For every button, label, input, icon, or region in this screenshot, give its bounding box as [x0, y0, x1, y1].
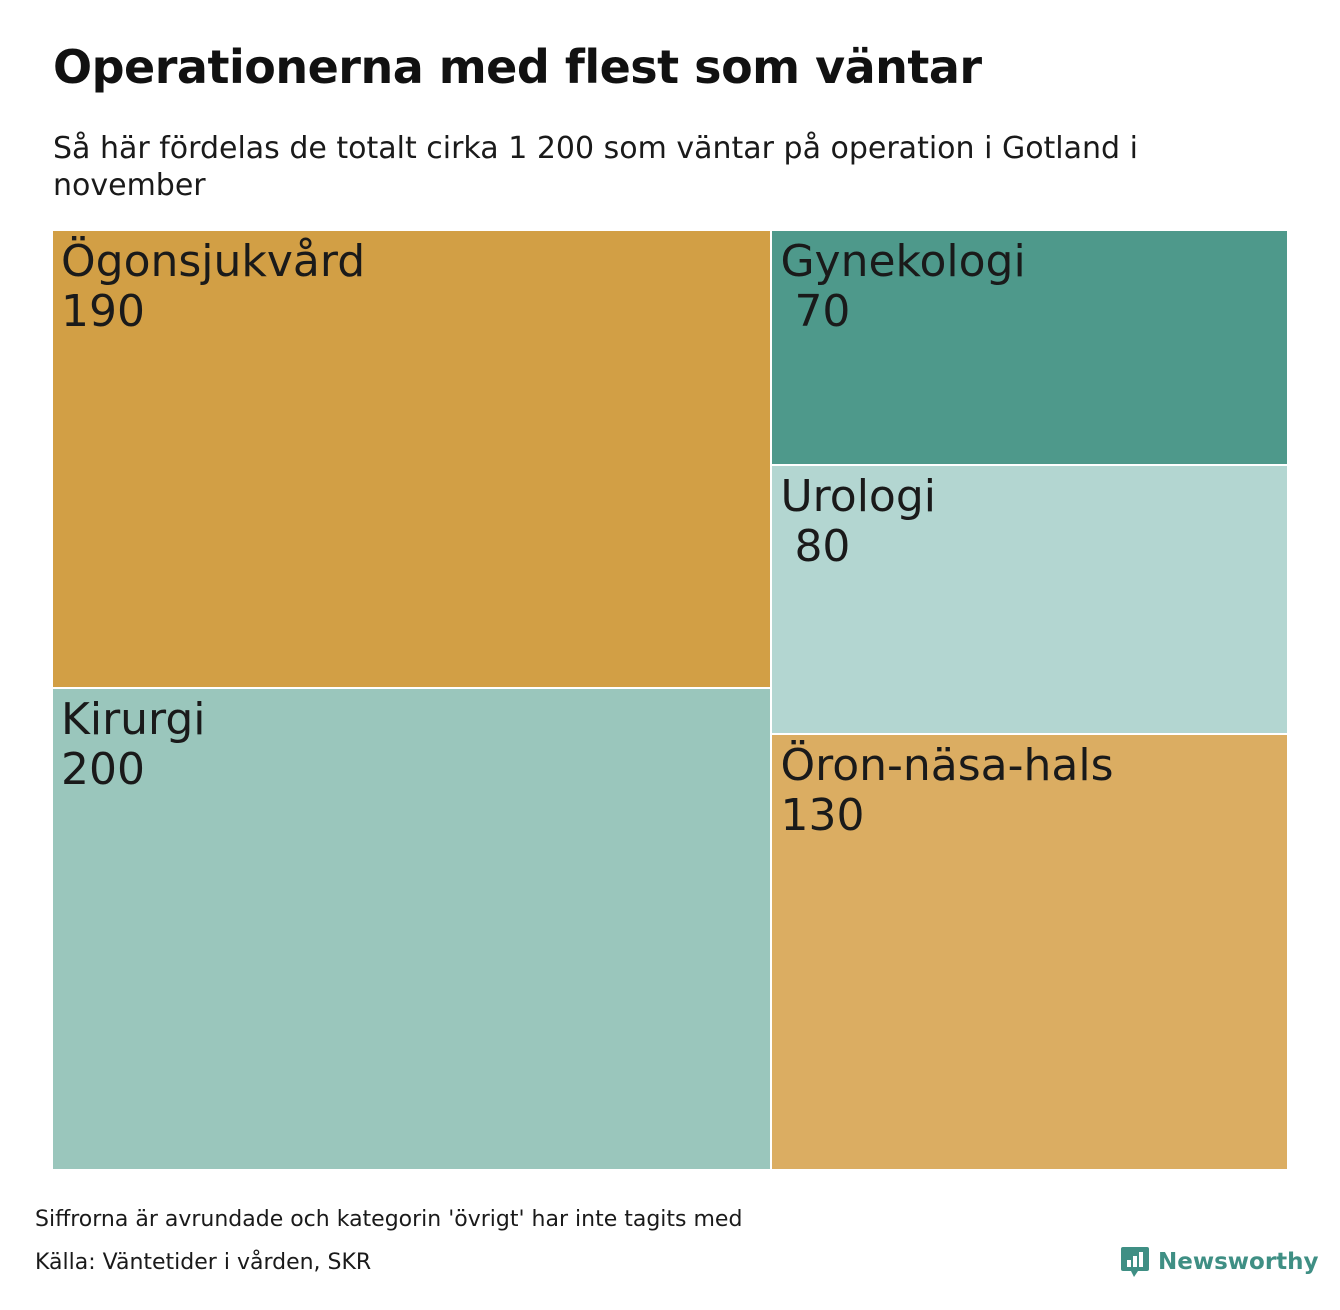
cell-value: 70	[780, 286, 851, 337]
cell-name: Gynekologi	[780, 236, 1026, 287]
source-credit: Källa: Väntetider i vården, SKR	[35, 1250, 372, 1275]
treemap-cell-gynekologi: Gynekologi 70	[771, 230, 1288, 465]
newsworthy-bar-chart-icon	[1121, 1247, 1149, 1277]
cell-value: 80	[780, 521, 851, 572]
cell-name: Öron-näsa-hals	[780, 739, 1114, 791]
treemap-cell-ogonsjukvard: Ögonsjukvård 190	[52, 230, 772, 688]
newsworthy-logo: Newsworthy	[1120, 1245, 1319, 1279]
cell-value: 190	[61, 286, 145, 337]
cell-value: 130	[780, 789, 865, 841]
footnote: Siffrorna är avrundade och kategorin 'öv…	[35, 1207, 743, 1232]
cell-name: Urologi	[780, 471, 936, 522]
treemap-cell-urologi: Urologi 80	[771, 465, 1288, 734]
cell-name: Ögonsjukvård	[61, 236, 366, 287]
treemap-cell-kirurgi: Kirurgi 200	[52, 687, 772, 1170]
treemap-cell-oron-nasa-hals: Öron-näsa-hals 130	[771, 733, 1288, 1170]
cell-value: 200	[61, 743, 145, 795]
treemap-chart: Ögonsjukvård 190 Kirurgi 200 Gynekologi 70 Ur…	[52, 230, 1288, 1170]
logo-text: Newsworthy	[1158, 1249, 1319, 1275]
chart-title: Operationerna med flest som väntar	[53, 40, 982, 94]
cell-name: Kirurgi	[61, 693, 206, 745]
chart-subtitle: Så här fördelas de totalt cirka 1 200 so…	[53, 131, 1138, 203]
